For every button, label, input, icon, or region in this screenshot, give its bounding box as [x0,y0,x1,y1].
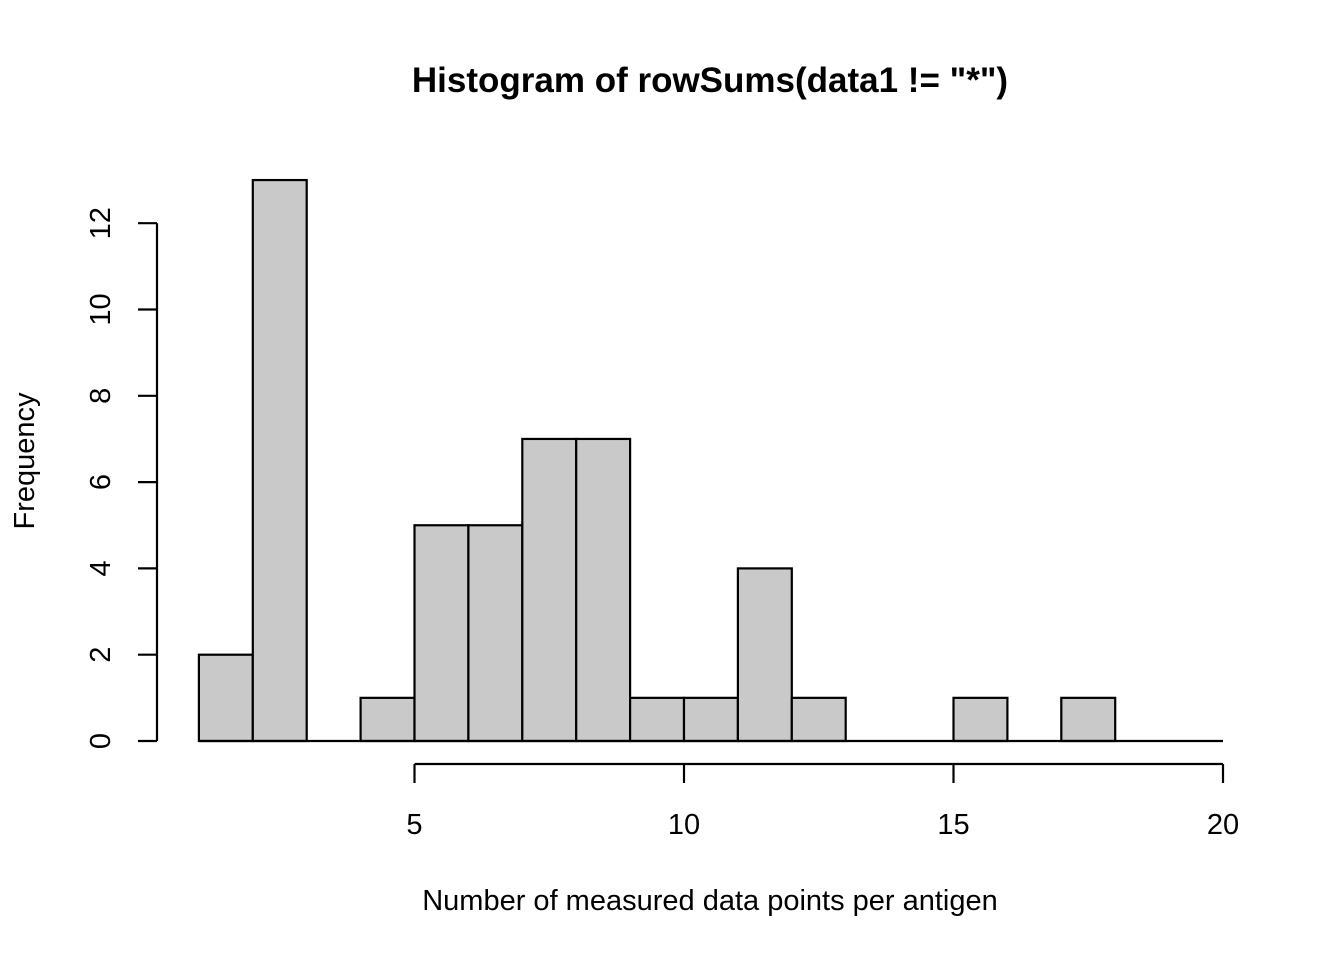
chart-title: Histogram of rowSums(data1 != "*") [412,61,1008,100]
y-axis-label: Frequency [9,392,41,530]
y-tick-label: 12 [85,207,117,239]
histogram-bar [1060,696,1117,743]
histogram-bar [197,653,254,743]
y-tick-label: 0 [85,733,117,749]
x-axis: 5 10 15 20 [406,762,1239,841]
x-tick-label: 15 [937,809,969,841]
histogram-bar [251,178,308,743]
histogram-bar [628,696,686,743]
histogram-bar [736,567,793,743]
histogram-bars [197,178,1117,743]
histogram-bar [952,696,1009,743]
x-tick-label: 10 [668,809,700,841]
y-tick-label: 10 [85,293,117,325]
histogram-bar [467,524,524,743]
histogram-bar [359,696,416,743]
y-tick-label: 8 [85,388,117,404]
histogram-bar [790,696,847,743]
histogram-bar [521,437,578,743]
x-axis-label: Number of measured data points per antig… [422,885,998,917]
y-tick-label: 6 [85,474,117,490]
x-tick-label: 5 [406,809,422,841]
histogram-bar [682,696,740,743]
histogram-bar [575,437,632,743]
histogram-bar [413,524,470,743]
y-tick-label: 4 [85,560,117,576]
x-tick-label: 20 [1207,809,1239,841]
y-axis: 0 2 4 6 8 10 12 [85,207,159,749]
y-tick-label: 2 [85,647,117,663]
